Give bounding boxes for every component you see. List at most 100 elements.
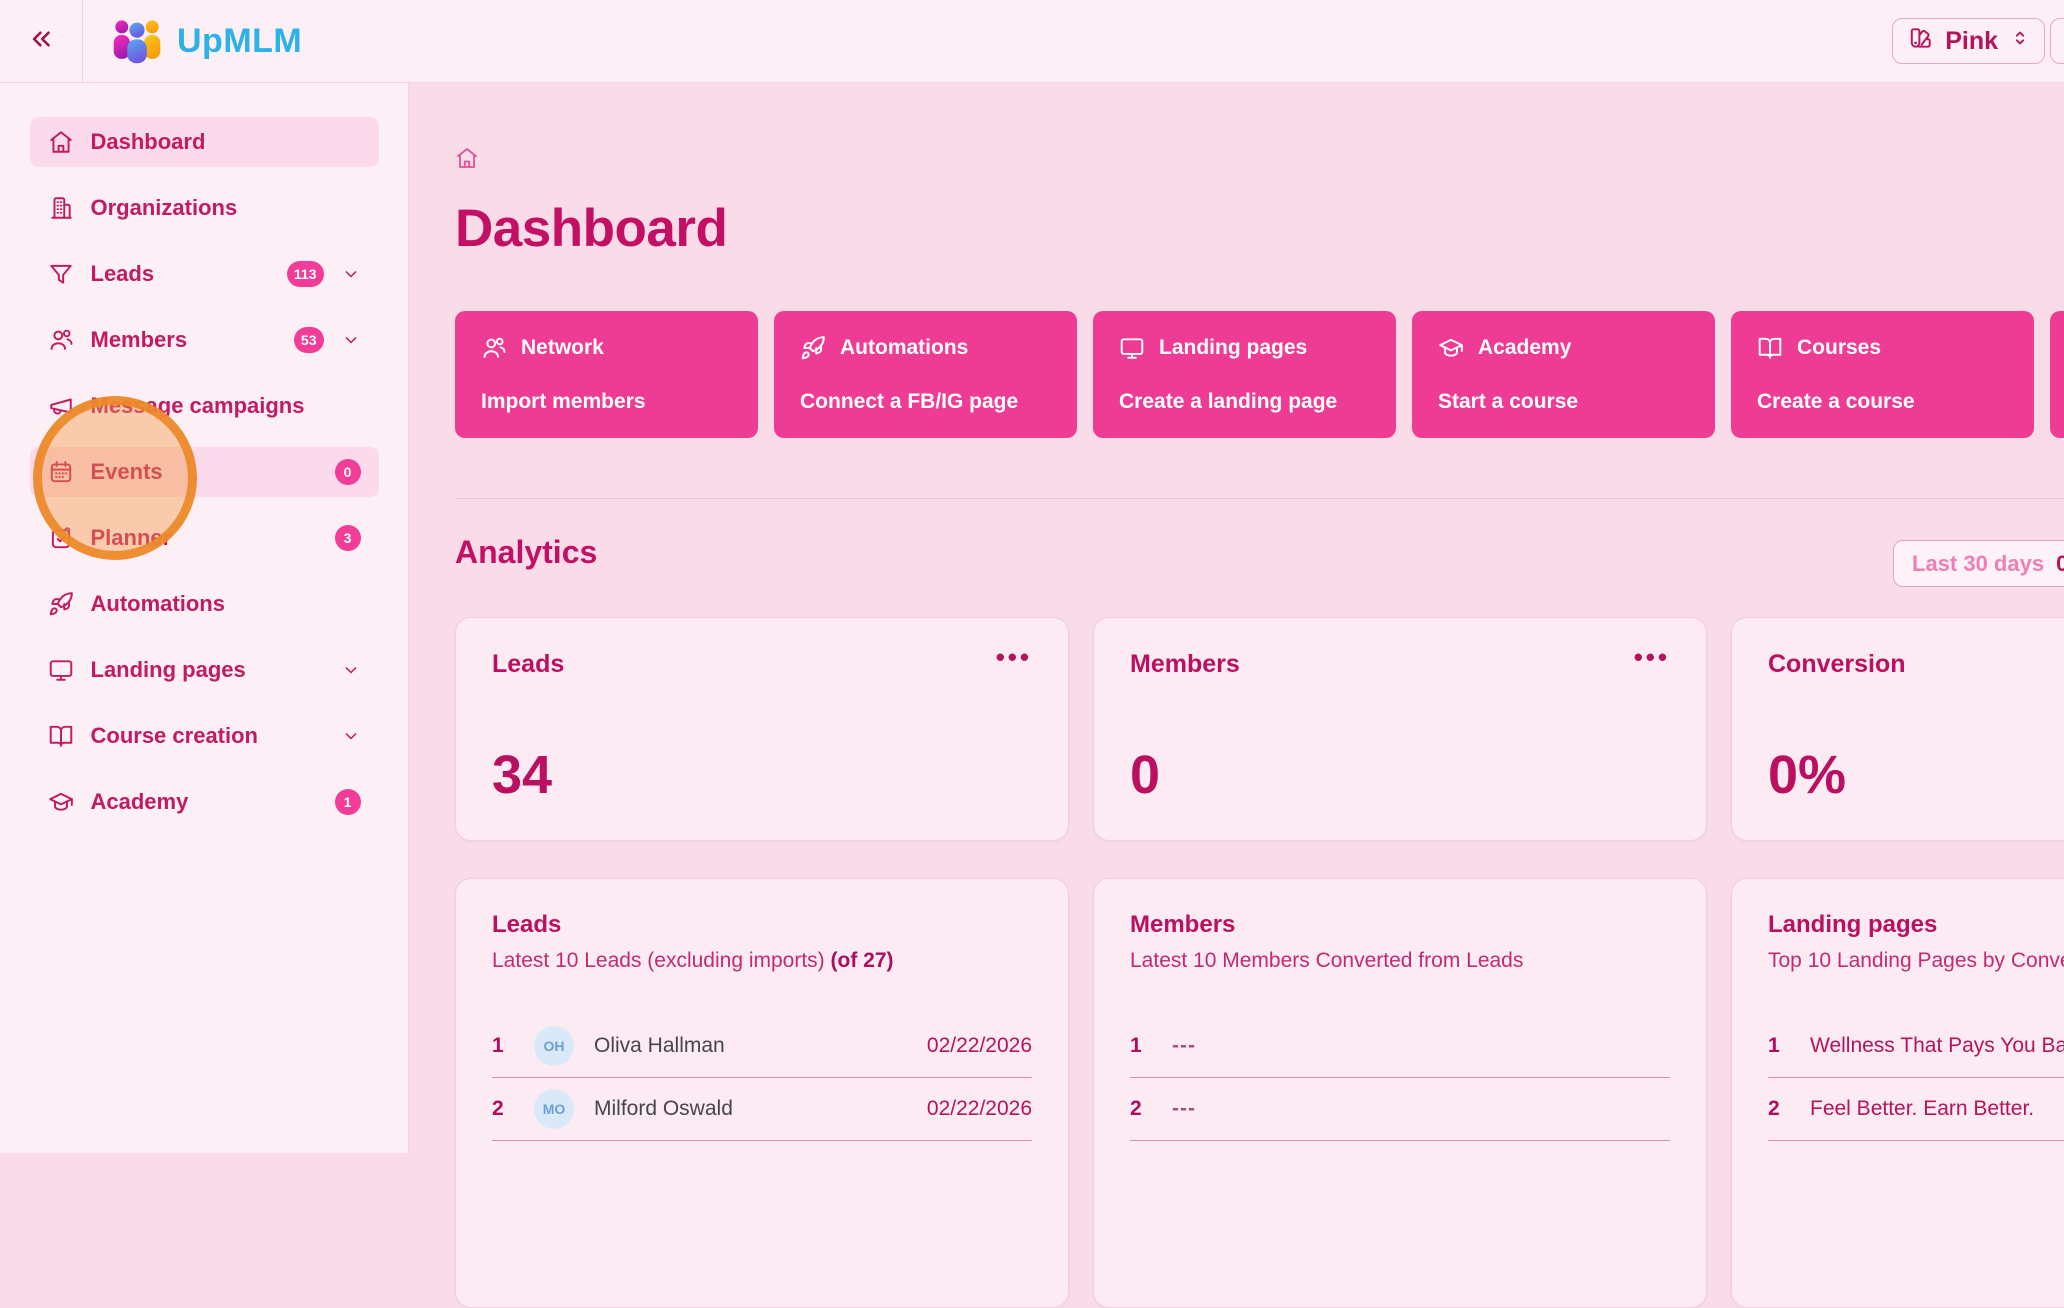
graduation-cap-icon bbox=[1438, 335, 1464, 361]
list-card-landing-pages: Landing pages Top 10 Landing Pages by Con… bbox=[1731, 878, 2064, 1308]
list-row[interactable]: 1 OH Oliva Hallman 02/22/2026 bbox=[492, 1015, 1032, 1079]
quick-action-automations[interactable]: Automations Connect a FB/IG page bbox=[774, 311, 1077, 439]
stat-card-conversion: Conversion•••0% bbox=[1731, 617, 2064, 842]
count-badge: 1 bbox=[334, 789, 361, 815]
sidebar-item-label: Organizations bbox=[90, 195, 238, 220]
sidebar-nav: Dashboard Organizations Leads 113 Members 53 M… bbox=[0, 83, 409, 1153]
chevron-down-icon bbox=[341, 330, 361, 350]
stat-card-leads: Leads ••• 34 bbox=[455, 617, 1069, 842]
row-name: --- bbox=[1172, 1097, 1196, 1121]
stat-card-members: Members ••• 0 bbox=[1093, 617, 1707, 842]
count-badge: 53 bbox=[293, 327, 324, 353]
quick-action-network[interactable]: Network Import members bbox=[455, 311, 758, 439]
list-title: Members bbox=[1130, 911, 1236, 939]
megaphone-icon bbox=[48, 393, 74, 419]
quick-action-landing-pages[interactable]: Landing pages Create a landing page bbox=[1093, 311, 1396, 439]
list-card-members: Members Latest 10 Members Converted from … bbox=[1093, 878, 1707, 1308]
date-range-picker[interactable]: Last 30 days 01/2 bbox=[1893, 540, 2064, 587]
list-row[interactable]: 1 Wellness That Pays You Back bbox=[1768, 1015, 2064, 1079]
date-range-preset: Last 30 days bbox=[1912, 550, 2045, 576]
sidebar-item-label: Leads bbox=[90, 261, 155, 286]
action-subtitle: Import members bbox=[481, 390, 646, 414]
sidebar-item-label: Landing pages bbox=[90, 657, 246, 682]
sidebar-item-course-creation[interactable]: Course creation bbox=[30, 711, 379, 761]
row-date: 02/22/2026 bbox=[926, 1097, 1032, 1121]
list-title: Landing pages bbox=[1768, 911, 1938, 939]
action-title: Landing pages bbox=[1159, 336, 1308, 360]
list-title: Leads bbox=[492, 911, 562, 939]
theme-selector[interactable]: Pink bbox=[1892, 18, 2045, 64]
sidebar-item-landing-pages[interactable]: Landing pages bbox=[30, 645, 379, 695]
list-subtitle: Top 10 Landing Pages by Convers bbox=[1768, 949, 2064, 973]
sidebar-item-leads[interactable]: Leads 113 bbox=[30, 249, 379, 299]
rocket-icon bbox=[48, 591, 74, 617]
count-badge: 0 bbox=[334, 459, 361, 485]
collapse-sidebar-button[interactable] bbox=[0, 0, 83, 82]
sidebar-item-organizations[interactable]: Organizations bbox=[30, 183, 379, 233]
sidebar-item-message-campaigns[interactable]: Message campaigns bbox=[30, 381, 379, 431]
sidebar-item-label: Members bbox=[90, 327, 188, 352]
graduation-cap-icon bbox=[48, 789, 74, 815]
date-range-value: 01/2 bbox=[2056, 550, 2064, 576]
action-title: Automations bbox=[840, 336, 969, 360]
list-row[interactable]: 2 MO Milford Oswald 02/22/2026 bbox=[492, 1078, 1032, 1142]
brand[interactable]: UpMLM bbox=[83, 18, 302, 64]
list-card-leads: Leads Latest 10 Leads (excluding imports)… bbox=[455, 878, 1069, 1308]
action-title: Courses bbox=[1797, 336, 1882, 360]
row-name: Feel Better. Earn Better. bbox=[1810, 1097, 2035, 1121]
avatar: OH bbox=[534, 1026, 574, 1067]
quick-action-courses[interactable]: Courses Create a course bbox=[1731, 311, 2034, 439]
sidebar-item-dashboard[interactable]: Dashboard bbox=[29, 117, 379, 167]
sidebar-item-academy[interactable]: Academy 1 bbox=[30, 777, 379, 827]
row-number: 2 bbox=[1768, 1097, 1780, 1121]
list-subtitle: Latest 10 Members Converted from Leads bbox=[1130, 949, 1524, 973]
list-row[interactable]: 2 Feel Better. Earn Better. bbox=[1768, 1078, 2064, 1142]
upmlm-logo-icon bbox=[111, 18, 163, 64]
row-number: 1 bbox=[1130, 1034, 1142, 1058]
page-title: Dashboard bbox=[455, 199, 728, 258]
sidebar-item-events[interactable]: Events 0 bbox=[29, 447, 379, 497]
clipped-toolbar-button[interactable] bbox=[2050, 18, 2064, 64]
row-date: 02/22/2026 bbox=[926, 1034, 1032, 1058]
sidebar-item-automations[interactable]: Automations bbox=[30, 579, 379, 629]
sidebar-item-label: Planner bbox=[90, 525, 172, 550]
sidebar-item-planner[interactable]: Planner 3 bbox=[30, 513, 379, 563]
funnel-icon bbox=[48, 261, 74, 287]
ellipsis-menu-icon[interactable]: ••• bbox=[995, 642, 1032, 673]
row-number: 2 bbox=[1130, 1097, 1142, 1121]
analytics-heading: Analytics bbox=[455, 534, 598, 571]
list-subtitle: Latest 10 Leads (excluding imports) (of … bbox=[492, 949, 894, 973]
chevron-down-icon bbox=[341, 264, 361, 284]
stat-title: Members bbox=[1130, 650, 1240, 679]
book-icon bbox=[1757, 335, 1783, 361]
sidebar-item-members[interactable]: Members 53 bbox=[30, 315, 379, 365]
ellipsis-menu-icon[interactable]: ••• bbox=[1633, 642, 1670, 673]
topbar: UpMLM Pink bbox=[0, 0, 2064, 83]
quick-action-academy[interactable]: Academy Start a course bbox=[1412, 311, 1715, 439]
quick-action-clipped-card[interactable] bbox=[2050, 311, 2064, 439]
chevron-down-icon bbox=[341, 726, 361, 746]
main-content: Dashboard Network Import members Automatio… bbox=[409, 83, 2064, 1308]
action-subtitle: Connect a FB/IG page bbox=[800, 390, 1019, 414]
action-title: Network bbox=[521, 336, 604, 360]
monitor-icon bbox=[1119, 335, 1145, 361]
users-icon bbox=[481, 335, 507, 361]
row-number: 2 bbox=[492, 1097, 504, 1121]
sidebar-item-label: Events bbox=[90, 459, 163, 484]
action-subtitle: Start a course bbox=[1438, 390, 1579, 414]
breadcrumb-home-icon[interactable] bbox=[455, 146, 479, 170]
building-icon bbox=[48, 195, 74, 221]
sidebar-item-label: Dashboard bbox=[90, 129, 206, 154]
row-number: 1 bbox=[1768, 1034, 1780, 1058]
action-subtitle: Create a landing page bbox=[1119, 390, 1338, 414]
lists-row: Leads Latest 10 Leads (excluding imports)… bbox=[455, 878, 2064, 1308]
home-icon bbox=[48, 129, 74, 155]
stat-title: Leads bbox=[492, 650, 565, 679]
row-name: --- bbox=[1172, 1034, 1196, 1058]
stat-value: 0% bbox=[1768, 745, 1847, 806]
sidebar-item-label: Course creation bbox=[90, 723, 259, 748]
stat-title: Conversion bbox=[1768, 650, 1906, 679]
swatch-icon bbox=[1908, 25, 1934, 58]
row-name: Wellness That Pays You Back bbox=[1810, 1034, 2064, 1058]
chevrons-left-icon bbox=[26, 24, 56, 59]
